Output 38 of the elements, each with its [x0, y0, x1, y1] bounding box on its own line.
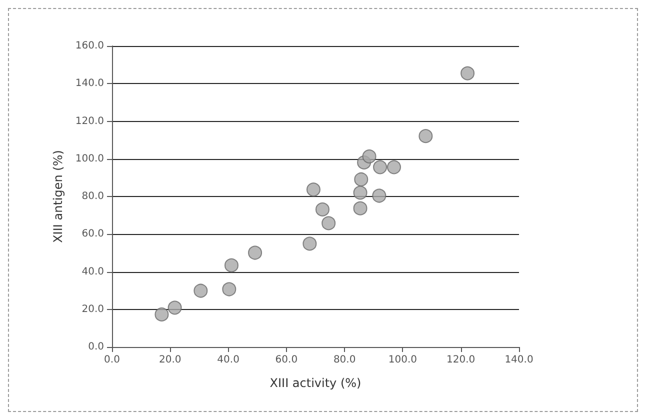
y-tick-label: 0.0: [88, 342, 104, 352]
x-tick-label: 20.0: [159, 354, 182, 366]
point: [248, 246, 262, 260]
y-tick-label: 40.0: [82, 266, 104, 278]
point: [168, 300, 182, 315]
x-tick-label: 120.0: [446, 354, 476, 366]
y-tick-label: 100.0: [75, 153, 104, 164]
y-tick-label: 120.0: [75, 116, 104, 127]
x-tick-label: 0.0: [104, 354, 120, 366]
point: [224, 258, 238, 272]
x-tick-label: 140.0: [504, 354, 534, 366]
y-axis-title: XIII antigen (%): [51, 150, 65, 243]
point: [373, 160, 388, 174]
x-tick-label: 80.0: [333, 354, 356, 366]
point: [353, 201, 368, 216]
point: [315, 202, 330, 216]
x-axis-title: XIII activity (%): [270, 376, 362, 390]
y-tick-label: 80.0: [82, 191, 104, 202]
point: [306, 182, 320, 197]
point: [362, 149, 376, 164]
y-tick-label: 140.0: [75, 78, 104, 90]
point: [302, 236, 317, 251]
point: [322, 216, 336, 230]
y-tick-label: 20.0: [82, 304, 104, 315]
point: [194, 284, 208, 298]
point: [418, 129, 433, 144]
y-tick-label: 160.0: [75, 40, 104, 52]
point: [354, 172, 368, 186]
point: [222, 282, 236, 296]
point: [353, 186, 368, 200]
x-tick-label: 60.0: [275, 354, 298, 366]
x-tick-label: 40.0: [217, 354, 240, 366]
point: [460, 66, 475, 80]
point: [372, 188, 386, 203]
point: [154, 307, 169, 322]
point: [387, 160, 401, 174]
y-tick-label: 60.0: [82, 228, 104, 240]
x-tick-label: 100.0: [388, 354, 418, 366]
